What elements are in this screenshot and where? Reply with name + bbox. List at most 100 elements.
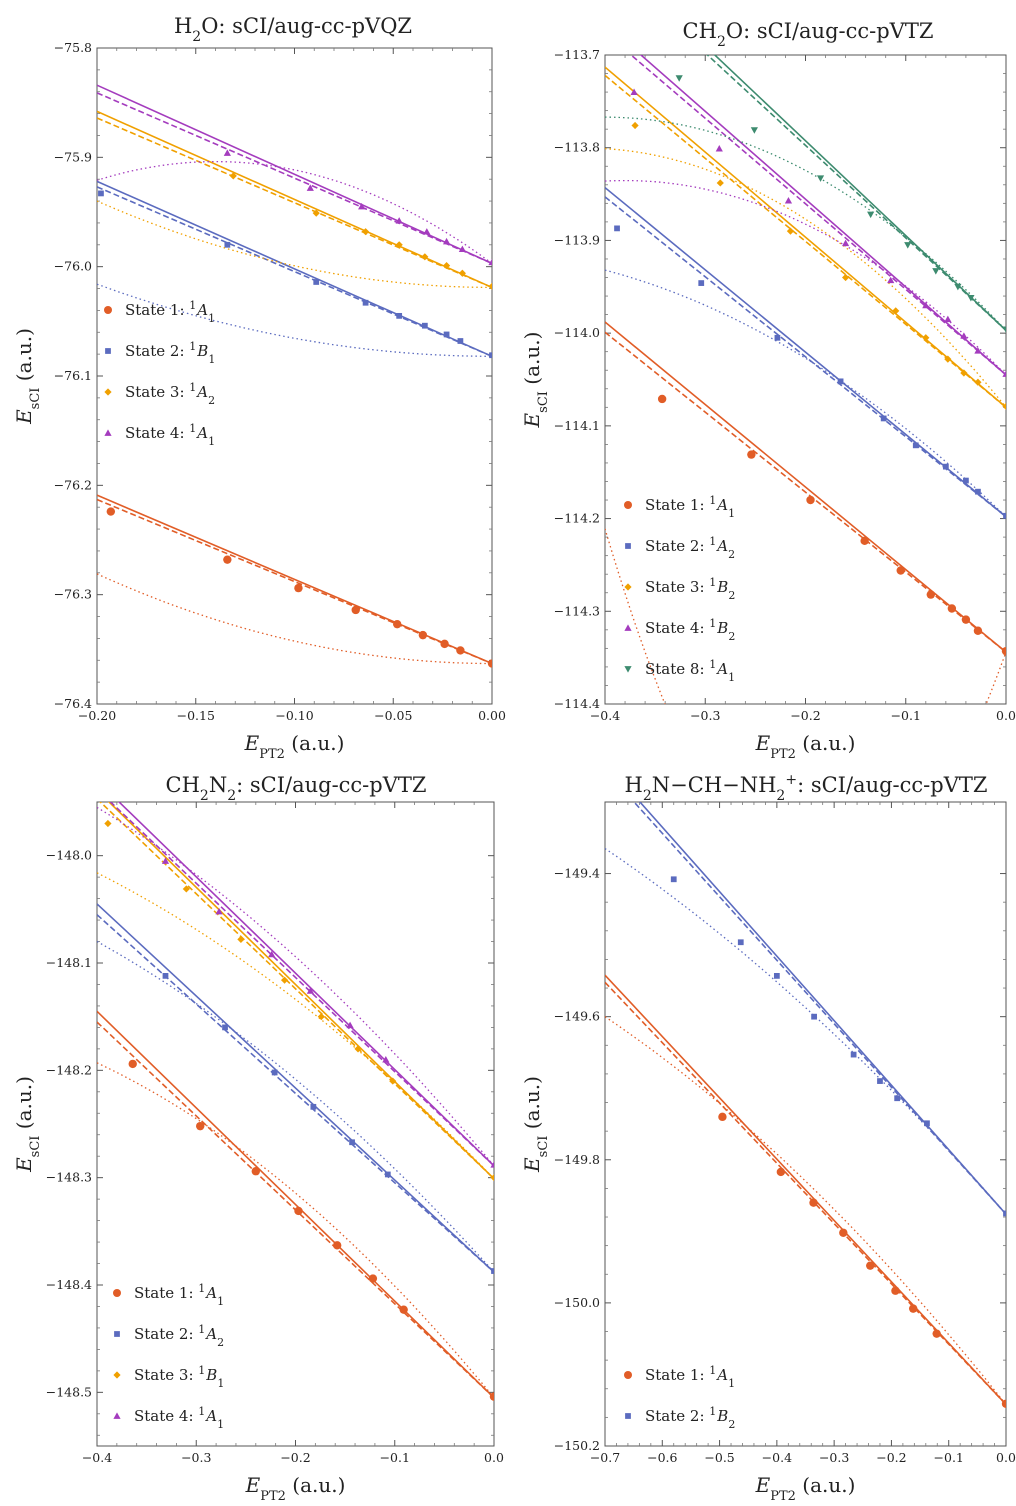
- dashed-fit-line: [605, 196, 1006, 518]
- linear-fit-line: [97, 1010, 494, 1399]
- data-point: [384, 1171, 391, 1178]
- y-tick-label: −148.0: [46, 848, 92, 863]
- y-axis-label: EsCI (a.u.): [12, 1076, 43, 1173]
- linear-fit-line: [97, 110, 492, 289]
- y-tick-label: −114.0: [554, 325, 600, 340]
- linear-fit-line: [605, 974, 1006, 1406]
- data-point: [491, 1268, 494, 1274]
- data-point: [657, 394, 667, 404]
- legend-entry: State 8: 1A1: [645, 658, 735, 684]
- data-point: [312, 209, 320, 217]
- legend-marker: [624, 666, 632, 673]
- legend-marker: [113, 1412, 121, 1419]
- x-tick-label: −0.3: [819, 1450, 849, 1465]
- legend-entry: State 2: 1A2: [134, 1323, 224, 1349]
- dashed-fit-line: [605, 74, 1006, 408]
- y-axis-label: EsCI (a.u.): [520, 332, 551, 429]
- y-tick-label: −76.1: [54, 368, 92, 383]
- data-point: [223, 149, 231, 156]
- data-point: [784, 196, 793, 204]
- legend-entry: State 3: 1B2: [645, 576, 735, 602]
- x-tick-label: 0.0: [996, 1450, 1016, 1465]
- x-axis-label: EPT2 (a.u.): [245, 1473, 346, 1502]
- data-point: [421, 253, 429, 261]
- quadratic-fit-curve: [97, 806, 494, 1167]
- legend-marker: [624, 583, 632, 591]
- data-point: [396, 312, 403, 319]
- data-point: [806, 495, 815, 505]
- data-point: [196, 1121, 205, 1131]
- data-point: [773, 973, 780, 979]
- data-point: [922, 334, 930, 342]
- data-point: [967, 295, 975, 302]
- data-point: [1003, 1210, 1006, 1217]
- chart-ch2o: CH2O: sCI/aug-cc-pVTZ −113.7 −113.8 −113.9…: [520, 19, 1016, 762]
- quadratic-fit-curve: [97, 940, 494, 1273]
- data-point: [237, 935, 245, 943]
- linear-fit-line: [97, 903, 494, 1273]
- legend-entry: State 1: 1A1: [645, 494, 735, 520]
- data-point: [354, 1045, 362, 1053]
- y-tick-label: −149.6: [554, 1009, 600, 1024]
- data-point: [932, 1329, 941, 1338]
- data-point: [223, 555, 232, 564]
- data-point: [280, 976, 289, 984]
- data-point: [456, 646, 465, 655]
- dashed-fit-line: [109, 802, 494, 1167]
- data-point: [974, 347, 982, 354]
- data-point: [786, 227, 795, 235]
- legend-entry: State 1: 1A1: [645, 1364, 735, 1390]
- data-point: [1003, 512, 1006, 519]
- data-point: [860, 536, 869, 546]
- x-tick-label: −0.3: [181, 1450, 211, 1465]
- x-tick-label: −0.10: [275, 708, 313, 723]
- data-point: [877, 1078, 883, 1084]
- x-tick-label: −0.6: [647, 1450, 677, 1465]
- plot-frame: [96, 47, 493, 705]
- data-point: [960, 332, 968, 339]
- legend-marker: [114, 1331, 120, 1337]
- data-point: [488, 258, 492, 266]
- y-tick-label: −114.4: [554, 696, 600, 711]
- y-tick-label: −76.4: [54, 696, 92, 711]
- x-tick-label: −0.1: [380, 1450, 410, 1465]
- legend-marker: [625, 1413, 631, 1419]
- legend-marker: [105, 348, 111, 354]
- data-point: [395, 241, 403, 249]
- data-point: [393, 619, 402, 629]
- linear-fit-line: [639, 55, 1006, 376]
- data-point: [351, 605, 360, 615]
- data-point: [224, 241, 231, 248]
- data-point: [346, 1021, 354, 1029]
- data-point: [750, 127, 758, 134]
- y-axis-label: EsCI (a.u.): [520, 1076, 551, 1173]
- data-point: [867, 211, 875, 219]
- y-tick-label: −150.0: [554, 1295, 600, 1310]
- legend-marker: [104, 306, 112, 314]
- x-tick-label: −0.4: [82, 1450, 112, 1465]
- quadratic-fit-curve: [605, 269, 1006, 518]
- data-point: [490, 1161, 494, 1168]
- data-point: [912, 442, 919, 449]
- plot-area: [97, 84, 492, 668]
- y-tick-label: −148.3: [46, 1170, 92, 1185]
- quadratic-fit-curve: [97, 160, 492, 264]
- y-tick-label: −75.8: [54, 40, 92, 55]
- quadratic-fit-curve: [605, 847, 1006, 1215]
- data-point: [1002, 370, 1006, 377]
- plot-area: [605, 55, 1006, 704]
- dashed-fit-line: [97, 498, 492, 665]
- x-tick-label: −0.5: [704, 1450, 734, 1465]
- x-axis-label: EPT2 (a.u.): [244, 731, 345, 762]
- y-tick-label: −148.5: [46, 1384, 92, 1399]
- plot-frame: [96, 801, 495, 1447]
- quadratic-fit-curve: [605, 179, 1006, 376]
- linear-fit-line: [605, 66, 1006, 408]
- dashed-fit-line: [97, 92, 492, 265]
- data-point: [837, 378, 844, 385]
- y-tick-label: −113.8: [554, 140, 600, 155]
- data-point: [442, 261, 451, 270]
- data-point: [161, 857, 170, 864]
- quadratic-fit-curve: [97, 872, 494, 1180]
